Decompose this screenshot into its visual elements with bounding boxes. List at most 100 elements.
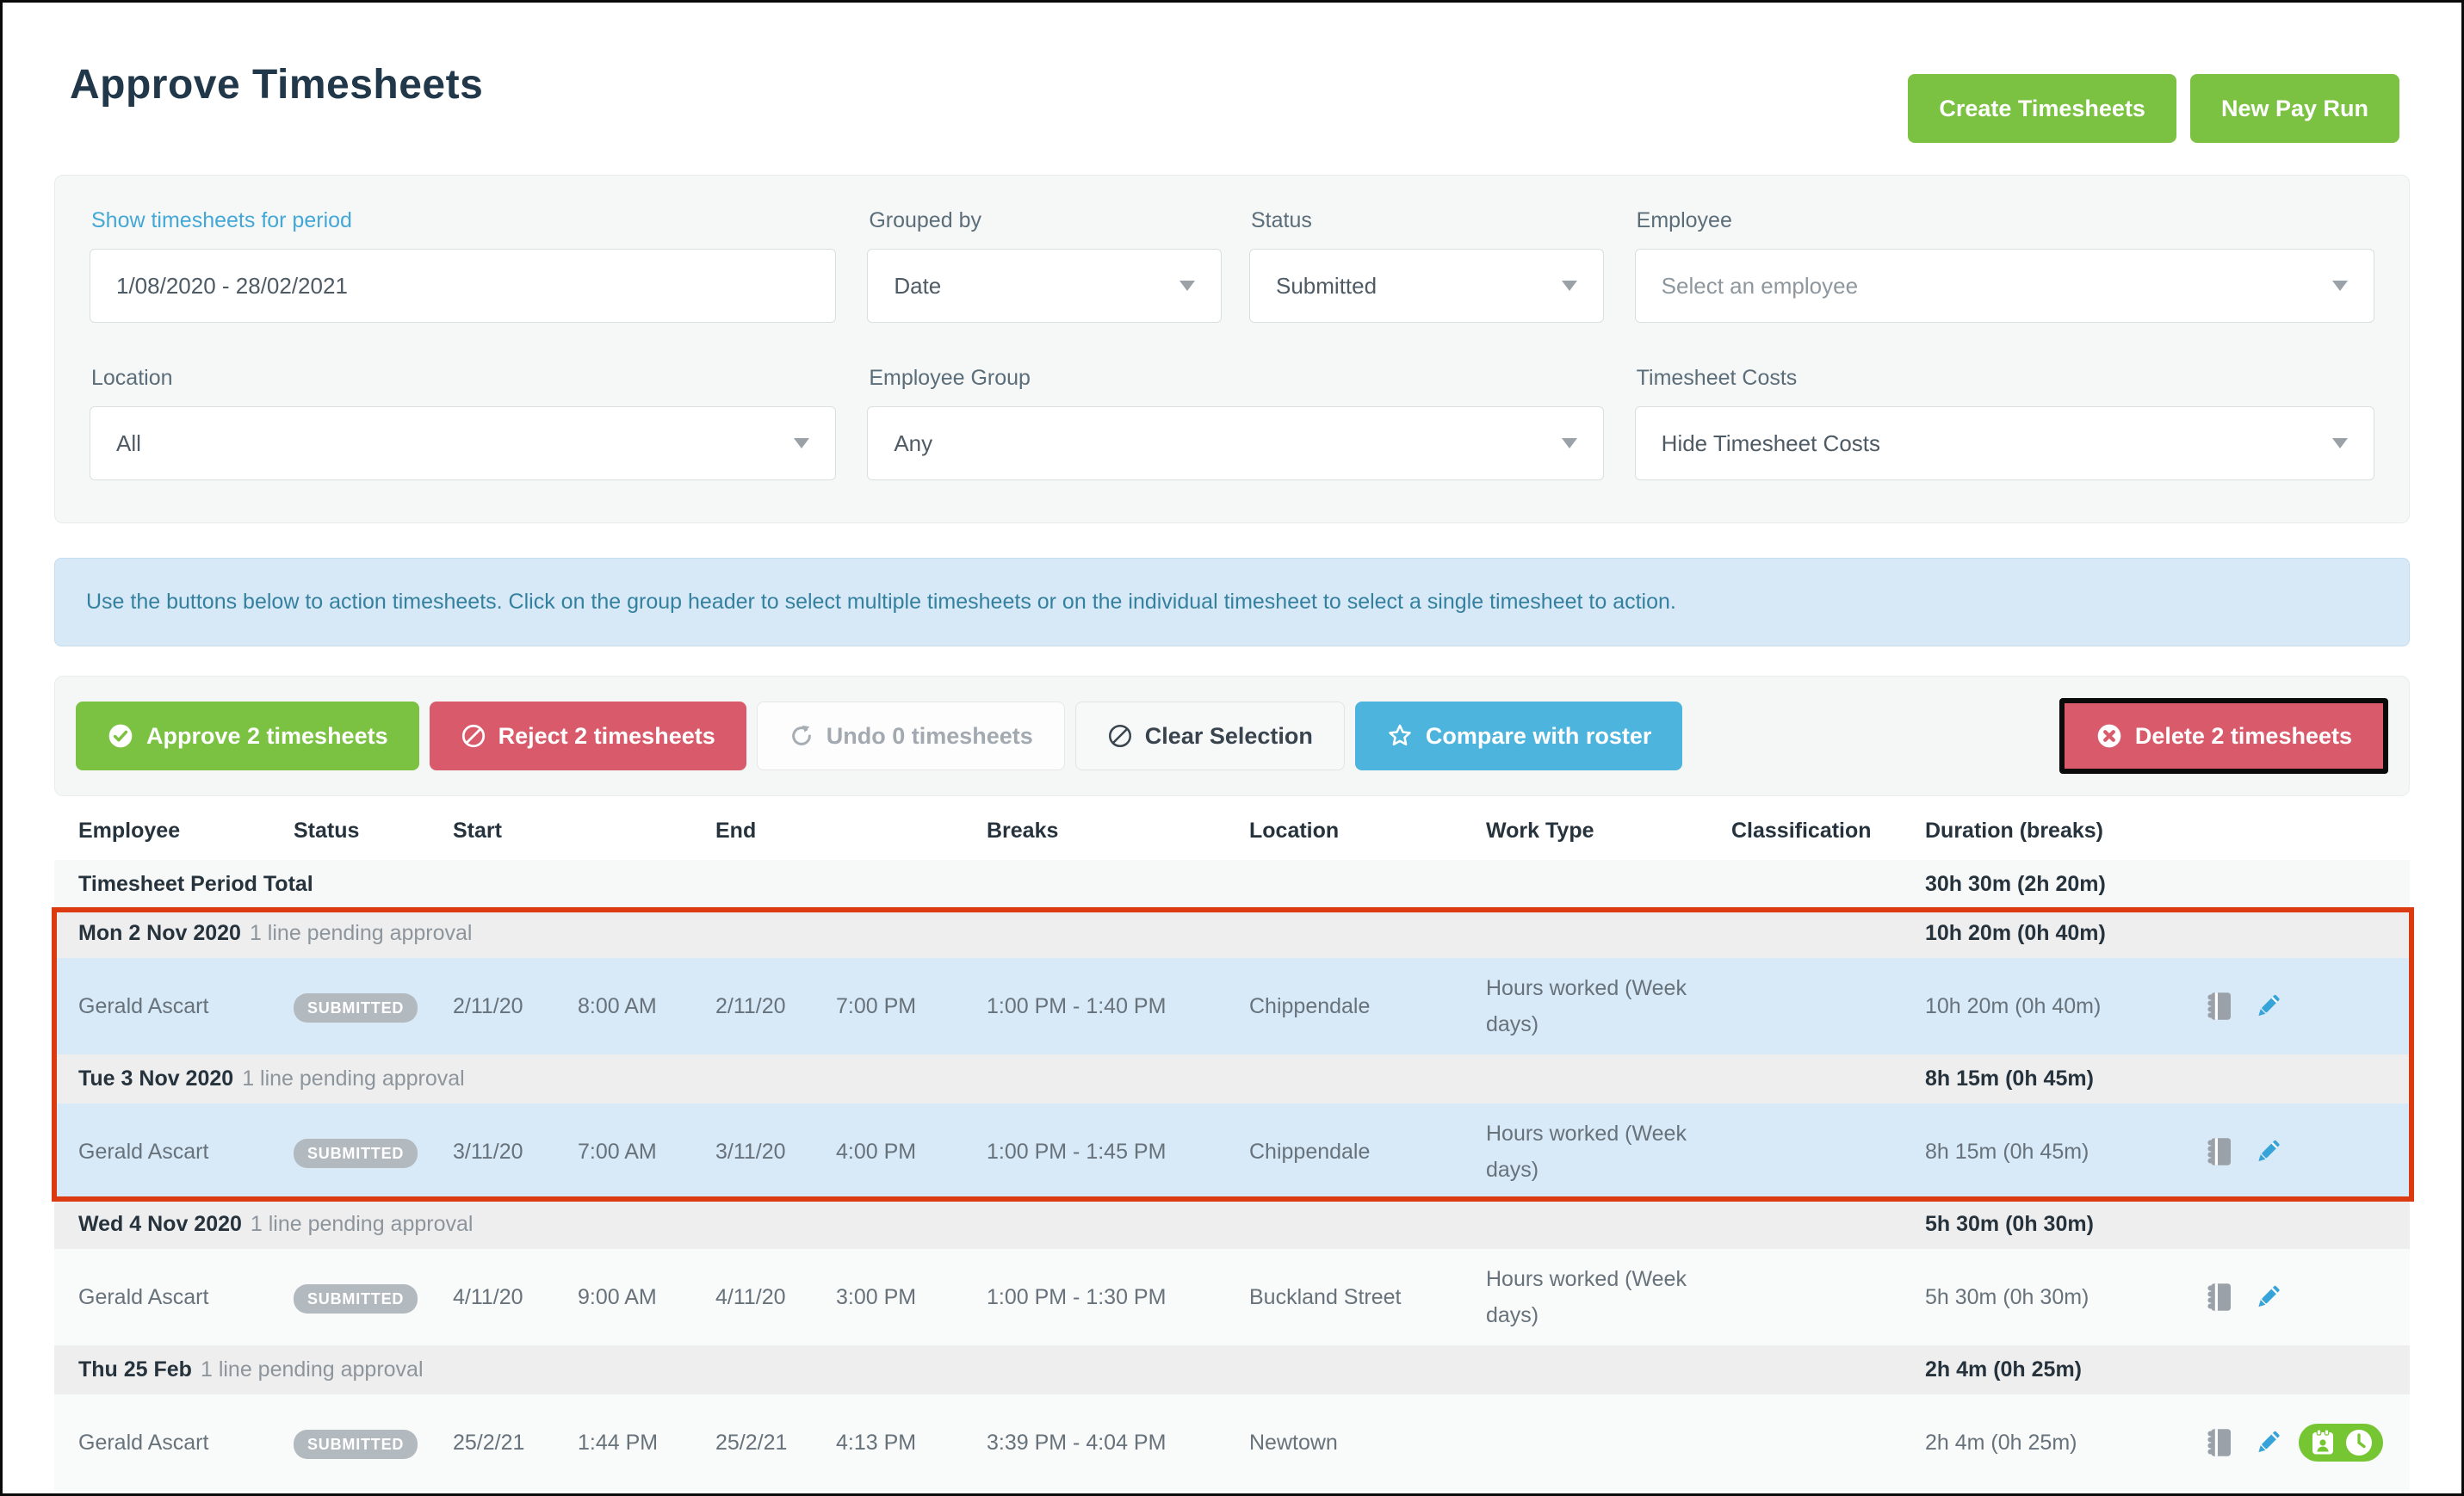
breaks: 1:00 PM - 1:45 PM	[987, 1139, 1167, 1164]
group-pending-note: 1 line pending approval	[242, 1066, 465, 1091]
employee-name: Gerald Ascart	[78, 1284, 209, 1309]
end-date: 2/11/20	[715, 993, 786, 1018]
location: Chippendale	[1249, 1139, 1371, 1164]
timesheet-group-header[interactable]: Thu 25 Feb 1 line pending approval 2h 4m (…	[54, 1345, 2410, 1394]
grouped-by-label: Grouped by	[869, 208, 981, 232]
employee-select[interactable]: Select an employee	[1634, 249, 2374, 323]
group-header-label: Mon 2 Nov 2020 1 line pending approval	[54, 915, 1901, 952]
start-time: 1:44 PM	[578, 1430, 659, 1455]
info-banner-text: Use the buttons below to action timeshee…	[86, 590, 1676, 614]
timesheet-row[interactable]: Gerald Ascart SUBMITTED 4/11/20 9:00 AM 4/11…	[54, 1249, 2410, 1345]
notes-icon[interactable]	[2201, 1279, 2237, 1315]
start-date: 25/2/21	[453, 1430, 525, 1455]
group-header-label: Tue 3 Nov 2020 1 line pending approval	[54, 1060, 1901, 1097]
col-location: Location	[1249, 819, 1340, 844]
group-date: Tue 3 Nov 2020	[78, 1066, 234, 1091]
edit-icon[interactable]	[2250, 1280, 2285, 1314]
period-label[interactable]: Show timesheets for period	[91, 208, 352, 232]
edit-icon[interactable]	[2250, 1425, 2285, 1460]
location: Chippendale	[1249, 993, 1371, 1018]
timesheet-costs-select[interactable]: Hide Timesheet Costs	[1634, 406, 2374, 480]
end-date: 3/11/20	[715, 1139, 786, 1164]
timesheet-groups: Mon 2 Nov 2020 1 line pending approval 10h…	[54, 909, 2410, 1491]
timesheet-group-header[interactable]: Wed 4 Nov 2020 1 line pending approval 5h …	[54, 1200, 2410, 1249]
timesheet-group-header[interactable]: Tue 3 Nov 2020 1 line pending approval 8h …	[54, 1054, 2410, 1103]
status-cell: SUBMITTED	[269, 988, 429, 1025]
notes-icon[interactable]	[2201, 1425, 2237, 1461]
clear-selection-button[interactable]: Clear Selection	[1074, 702, 1345, 770]
create-timesheets-button[interactable]: Create Timesheets	[1908, 74, 2176, 143]
group-pending-note: 1 line pending approval	[250, 1212, 474, 1237]
grouped-by-select[interactable]: Date	[867, 249, 1222, 323]
start-time: 7:00 AM	[578, 1139, 657, 1164]
period-total-duration: 30h 30m (2h 20m)	[1925, 872, 2106, 897]
group-date: Wed 4 Nov 2020	[78, 1212, 242, 1237]
timesheet-row[interactable]: Gerald Ascart SUBMITTED 25/2/21 1:44 PM 25/2…	[54, 1394, 2410, 1491]
period-total-row: Timesheet Period Total 30h 30m (2h 20m)	[54, 860, 2410, 909]
status-badge: SUBMITTED	[294, 992, 418, 1023]
timesheet-costs-value: Hide Timesheet Costs	[1661, 430, 1880, 456]
col-duration: Duration (breaks)	[1925, 819, 2103, 844]
undo-icon	[789, 723, 814, 749]
period-total-label: Timesheet Period Total	[78, 872, 313, 897]
row-actions	[2176, 1424, 2410, 1462]
end-time: 3:00 PM	[836, 1284, 917, 1309]
approve-timesheets-button[interactable]: Approve 2 timesheets	[76, 702, 419, 770]
status-badge: SUBMITTED	[294, 1138, 418, 1168]
group-date: Thu 25 Feb	[78, 1357, 192, 1382]
notes-icon[interactable]	[2201, 1134, 2237, 1170]
chevron-down-icon	[1561, 281, 1577, 291]
reject-timesheets-button[interactable]: Reject 2 timesheets	[429, 702, 746, 770]
status-badge: SUBMITTED	[294, 1429, 418, 1459]
location: Newtown	[1249, 1430, 1338, 1455]
group-pending-note: 1 line pending approval	[200, 1357, 424, 1382]
scheduled-shift-clock-icon[interactable]	[2299, 1424, 2383, 1462]
group-header-label: Thu 25 Feb 1 line pending approval	[54, 1351, 1901, 1388]
duration: 8h 15m (0h 45m)	[1925, 1139, 2089, 1164]
period-range-input[interactable]	[90, 249, 837, 323]
end-time: 4:13 PM	[836, 1430, 917, 1455]
location-select[interactable]: All	[90, 406, 837, 480]
group-duration: 2h 4m (0h 25m)	[1925, 1357, 2083, 1382]
breaks: 3:39 PM - 4:04 PM	[987, 1430, 1167, 1455]
status-select[interactable]: Submitted	[1249, 249, 1604, 323]
chevron-down-icon	[2332, 281, 2348, 291]
clear-selection-label: Clear Selection	[1144, 722, 1313, 749]
undo-label: Undo 0 timesheets	[826, 722, 1033, 749]
start-date: 2/11/20	[453, 993, 523, 1018]
timesheet-row[interactable]: Gerald Ascart SUBMITTED 2/11/20 8:00 AM 2/11…	[54, 958, 2410, 1054]
new-pay-run-button[interactable]: New Pay Run	[2189, 74, 2399, 143]
timesheet-row[interactable]: Gerald Ascart SUBMITTED 3/11/20 7:00 AM 3/11…	[54, 1103, 2410, 1200]
status-badge: SUBMITTED	[294, 1283, 418, 1314]
status-label: Status	[1251, 208, 1312, 232]
work-type: Hours worked (Week days)	[1486, 1121, 1687, 1183]
delete-timesheets-button[interactable]: Delete 2 timesheets	[2064, 703, 2383, 769]
employee-placeholder: Select an employee	[1661, 272, 1859, 299]
timesheet-group-header[interactable]: Mon 2 Nov 2020 1 line pending approval 10h…	[54, 909, 2410, 958]
edit-icon[interactable]	[2250, 989, 2285, 1023]
notes-icon[interactable]	[2201, 988, 2237, 1024]
end-time: 7:00 PM	[836, 993, 917, 1018]
breaks: 1:00 PM - 1:30 PM	[987, 1284, 1167, 1309]
undo-timesheets-button[interactable]: Undo 0 timesheets	[756, 702, 1065, 770]
location: Buckland Street	[1249, 1284, 1402, 1309]
status-value: Submitted	[1276, 272, 1377, 299]
start-date: 4/11/20	[453, 1284, 523, 1309]
employee-label: Employee	[1636, 208, 1732, 232]
approve-label: Approve 2 timesheets	[146, 722, 388, 749]
employee-name: Gerald Ascart	[78, 993, 209, 1018]
end-date: 25/2/21	[715, 1430, 788, 1455]
group-duration: 5h 30m (0h 30m)	[1925, 1212, 2094, 1237]
delete-highlight-outline: Delete 2 timesheets	[2058, 698, 2388, 774]
edit-icon[interactable]	[2250, 1134, 2285, 1169]
col-end: End	[715, 819, 757, 844]
compare-with-roster-button[interactable]: Compare with roster	[1354, 702, 1683, 770]
end-time: 4:00 PM	[836, 1139, 917, 1164]
employee-group-label: Employee Group	[869, 366, 1031, 390]
group-pending-note: 1 line pending approval	[249, 921, 473, 946]
col-start: Start	[453, 819, 502, 844]
slash-circle-icon	[461, 723, 486, 749]
grouped-by-value: Date	[894, 272, 942, 299]
employee-group-select[interactable]: Any	[867, 406, 1604, 480]
